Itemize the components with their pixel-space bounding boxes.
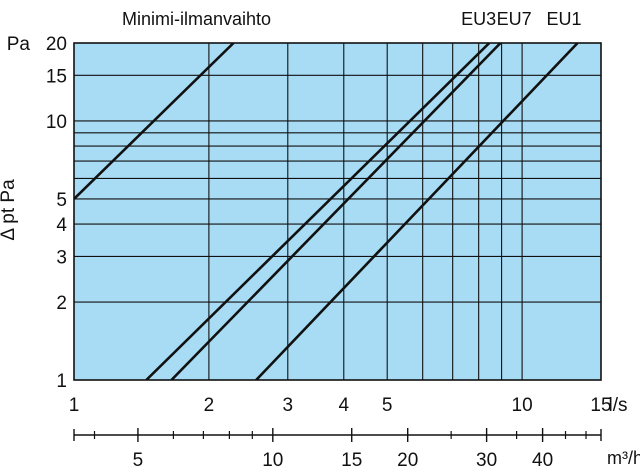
y-axis-label: Δ pt Pa [0,179,19,241]
series-line [170,43,502,380]
x2-tick-label: 30 [476,450,497,471]
series-line [255,43,579,380]
x2-unit-label: m³/h [607,448,640,468]
series-lines [74,43,579,380]
y-tick-labels: 1 2 3 4 5 10 15 20 [46,34,68,392]
chart-title: Minimi-ilmanvaihto [122,9,271,29]
x2-tick-label: 5 [133,450,144,471]
series-label: EU7 [497,9,532,29]
y-tick-label: 1 [56,371,67,392]
x-tick-label: 5 [382,395,393,416]
grid-lines [74,43,601,380]
y-tick-label: 10 [46,112,67,133]
x2-tick-label: 10 [262,450,283,471]
y-tick-label: 5 [56,190,67,211]
x-tick-label: 3 [283,395,294,416]
y-tick-label: 4 [56,215,67,236]
series-labels: EU3 EU7 EU1 [461,9,581,29]
series-line [74,43,235,200]
x2-tick-label: 20 [397,450,418,471]
x-tick-label: 10 [512,395,533,416]
x-tick-label: 4 [338,395,349,416]
x-tick-label: 1 [69,395,80,416]
y-tick-label: 15 [46,66,67,87]
x-tick-label: 15 [590,395,611,416]
secondary-x-axis: 5 10 15 20 30 40 [73,428,602,471]
y-unit-label: Pa [7,34,31,55]
series-label: EU3 [461,9,496,29]
y-tick-label: 20 [46,34,67,55]
x-unit-label: l/s [609,395,628,416]
x2-tick-label: 15 [341,450,362,471]
x-tick-labels: 1 2 3 4 5 10 15 [69,395,612,416]
plot-frame [73,42,602,381]
series-line [145,43,491,380]
y-tick-label: 3 [56,247,67,268]
y-tick-label: 2 [56,293,67,314]
series-label: EU1 [546,9,581,29]
x2-tick-label: 40 [532,450,553,471]
x-tick-label: 2 [204,395,215,416]
